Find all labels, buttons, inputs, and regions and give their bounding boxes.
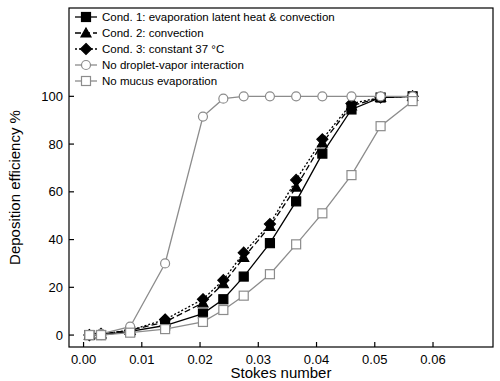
x-axis-title: Stokes number — [231, 364, 332, 381]
y-tick — [69, 287, 74, 288]
x-tick-label: 0.02 — [187, 352, 212, 367]
data-point — [126, 328, 135, 337]
legend-marker — [81, 28, 91, 37]
data-point — [161, 259, 170, 268]
data-point — [375, 92, 386, 103]
data-point — [161, 325, 170, 334]
y-tick — [69, 96, 74, 97]
y-tick-label: 60 — [49, 184, 63, 199]
chart: 0.000.010.020.030.040.050.06020406080100… — [0, 0, 500, 381]
data-point — [85, 331, 94, 340]
y-tick-label: 100 — [41, 89, 63, 104]
y-tick-label: 40 — [49, 232, 63, 247]
data-point — [376, 122, 385, 131]
y-tick-label: 0 — [56, 328, 63, 343]
data-point — [318, 92, 327, 101]
data-point — [239, 291, 248, 300]
data-point — [408, 97, 417, 106]
data-point — [264, 219, 275, 230]
x-tick — [374, 342, 375, 347]
data-point — [292, 240, 301, 249]
data-point — [219, 94, 228, 103]
plot-area — [84, 91, 418, 341]
series-line — [89, 96, 412, 335]
data-point — [317, 134, 328, 145]
legend-marker — [81, 44, 92, 55]
legend-label: Cond. 2: convection — [102, 27, 204, 39]
data-point — [198, 112, 207, 121]
data-point — [219, 295, 228, 304]
legend-label: No droplet-vapor interaction — [102, 59, 244, 71]
legend-marker — [82, 13, 91, 22]
data-point — [318, 149, 327, 158]
data-point — [84, 330, 95, 341]
x-tick-label: 0.00 — [71, 352, 96, 367]
y-tick — [69, 191, 74, 192]
data-point — [218, 275, 229, 286]
data-point — [198, 317, 207, 326]
data-point — [219, 305, 228, 314]
x-tick-label: 0.01 — [129, 352, 154, 367]
data-point — [85, 331, 94, 340]
data-point — [347, 92, 356, 101]
y-tick — [69, 239, 74, 240]
legend-marker — [82, 77, 91, 86]
data-point — [197, 294, 208, 305]
x-tick — [199, 342, 200, 347]
legend: Cond. 1: evaporation latent heat & conve… — [75, 11, 335, 87]
data-point — [85, 331, 94, 340]
data-point — [347, 171, 356, 180]
data-point — [239, 272, 248, 281]
data-point — [238, 247, 249, 258]
legend-label: No mucus evaporation — [102, 75, 217, 87]
series-line — [89, 96, 412, 335]
data-point — [198, 309, 207, 318]
data-point — [265, 239, 274, 248]
data-point — [97, 331, 106, 340]
series-line — [89, 96, 412, 335]
y-tick — [69, 334, 74, 335]
data-point — [292, 92, 301, 101]
x-tick — [316, 342, 317, 347]
x-tick-label: 0.06 — [420, 352, 445, 367]
legend-label: Cond. 1: evaporation latent heat & conve… — [102, 11, 335, 23]
data-point — [97, 331, 106, 340]
data-point — [291, 174, 302, 185]
x-tick — [432, 342, 433, 347]
x-tick — [258, 342, 259, 347]
x-tick — [83, 342, 84, 347]
y-tick-label: 20 — [49, 280, 63, 295]
x-tick-label: 0.05 — [362, 352, 387, 367]
data-point — [265, 92, 274, 101]
data-point — [265, 270, 274, 279]
x-tick — [141, 342, 142, 347]
data-point — [160, 314, 171, 325]
data-point — [376, 92, 385, 101]
data-point — [239, 92, 248, 101]
data-point — [318, 209, 327, 218]
y-axis-title: Deposition efficiency % — [6, 110, 23, 265]
series-line — [89, 101, 412, 335]
y-tick — [69, 143, 74, 144]
legend-label: Cond. 3: constant 37 °C — [102, 43, 224, 55]
legend-marker — [82, 61, 91, 70]
series-line — [89, 96, 412, 335]
plot-frame — [69, 8, 493, 347]
data-point — [96, 328, 107, 339]
y-tick-label: 80 — [49, 137, 63, 152]
data-point — [84, 330, 94, 339]
data-point — [292, 197, 301, 206]
